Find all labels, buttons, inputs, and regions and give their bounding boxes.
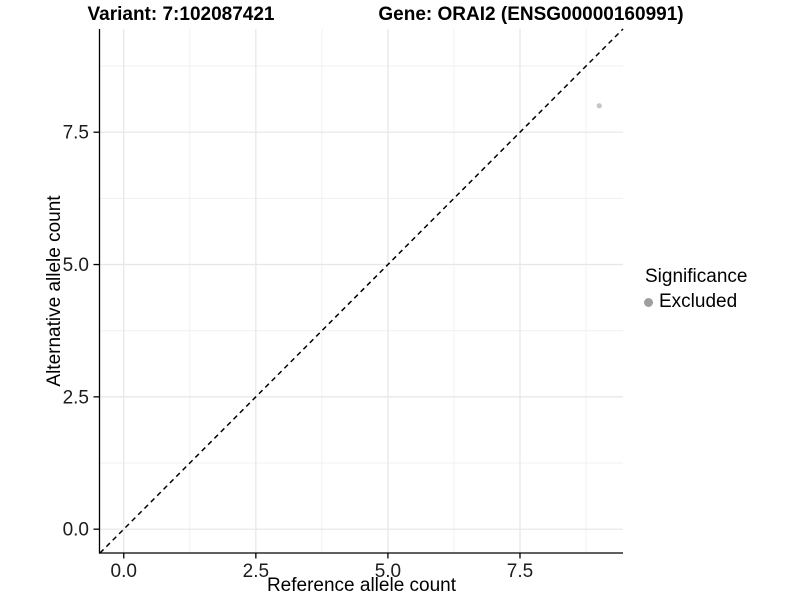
y-tick-label: 5.0: [63, 255, 89, 276]
y-axis-title: Alternative allele count: [44, 195, 65, 387]
gene-title: Gene: ORAI2 (ENSG00000160991): [378, 4, 684, 25]
x-tick-label: 0.0: [111, 561, 137, 582]
legend: Significance Excluded: [639, 266, 747, 313]
y-tick-label: 7.5: [63, 123, 89, 144]
x-tick-label: 2.5: [243, 561, 269, 582]
legend-item-excluded: Excluded: [639, 291, 747, 313]
x-tick-label: 7.5: [507, 561, 533, 582]
x-tick-label: 5.0: [375, 561, 401, 582]
legend-item-label: Excluded: [659, 291, 738, 312]
excluded-point-icon: [643, 297, 653, 307]
x-axis-title: Reference allele count: [266, 575, 457, 596]
y-tick-label: 0.0: [63, 520, 89, 541]
variant-title: Variant: 7:102087421: [87, 4, 275, 25]
data-point: [596, 103, 602, 109]
y-tick-label: 2.5: [63, 387, 89, 408]
legend-title: Significance: [645, 266, 748, 287]
legend-key: [639, 297, 657, 307]
identity-line: [99, 28, 624, 554]
